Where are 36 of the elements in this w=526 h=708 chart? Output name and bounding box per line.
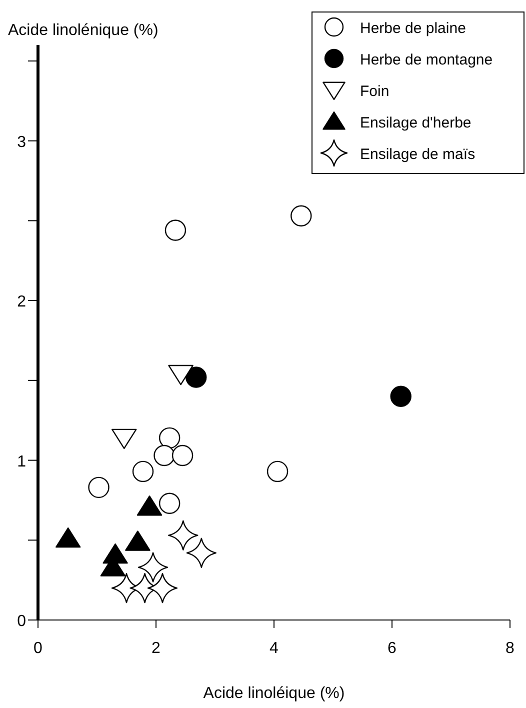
point xyxy=(164,220,186,241)
legend-label: Ensilage d'herbe xyxy=(360,114,472,132)
point xyxy=(112,428,137,450)
legend-label: Foin xyxy=(360,83,390,100)
x-tick-label: 0 xyxy=(34,640,43,657)
y-tick-label: 3 xyxy=(17,134,26,151)
y-tick-label: 1 xyxy=(17,453,26,470)
y-axis-title: Acide linolénique (%) xyxy=(8,22,158,39)
y-tick-label: 0 xyxy=(17,613,26,630)
x-tick-label: 4 xyxy=(270,640,279,657)
point xyxy=(132,460,154,482)
legend-label: Herbe de plaine xyxy=(360,20,466,37)
point xyxy=(125,530,150,551)
legend-label: Ensilage de maïs xyxy=(360,146,476,163)
legend-label: Herbe de montagne xyxy=(360,52,493,68)
x-tick-label: 2 xyxy=(152,640,161,657)
point xyxy=(158,492,180,514)
point xyxy=(266,460,288,482)
point xyxy=(290,205,312,227)
point xyxy=(168,364,194,386)
point xyxy=(158,427,180,449)
y-tick-label: 2 xyxy=(17,294,26,311)
point xyxy=(154,444,175,466)
point xyxy=(138,552,168,582)
point xyxy=(186,366,207,388)
point xyxy=(168,520,198,550)
point xyxy=(390,386,412,407)
point xyxy=(186,538,217,568)
point xyxy=(136,495,162,516)
x-axis-title: Acide linoléique (%) xyxy=(203,685,345,702)
point xyxy=(55,527,81,548)
x-tick-label: 8 xyxy=(506,640,515,657)
x-tick-label: 6 xyxy=(388,640,397,657)
point xyxy=(88,476,110,498)
point xyxy=(147,572,178,604)
point xyxy=(172,444,194,466)
